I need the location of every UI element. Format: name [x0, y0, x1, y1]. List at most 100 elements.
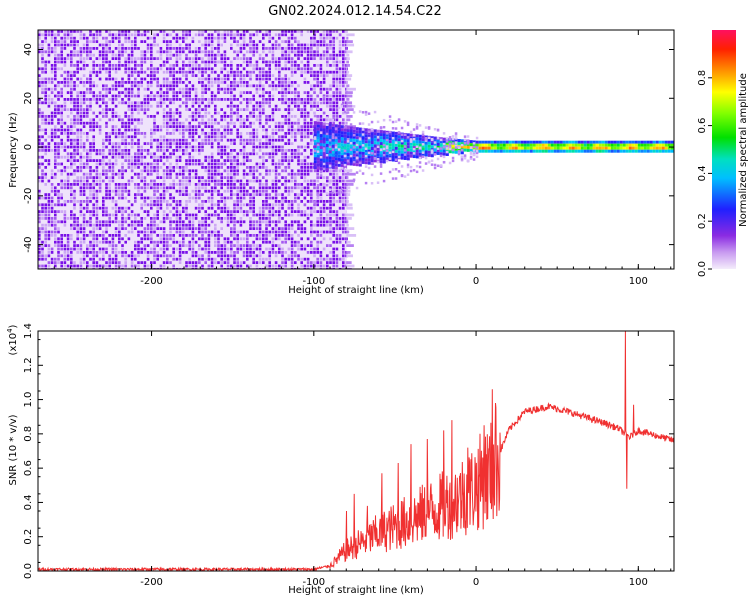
noise-cell: [150, 237, 153, 240]
noise-cell: [259, 166, 262, 169]
noise-cell: [310, 37, 313, 40]
noise-cell: [211, 166, 214, 169]
noise-cell: [201, 146, 204, 149]
noise-cell: [332, 50, 335, 53]
noise-cell: [252, 132, 255, 135]
noise-cell: [80, 258, 83, 261]
noise-cell: [233, 142, 236, 145]
noise-cell: [54, 74, 57, 77]
noise-cell: [67, 37, 70, 40]
noise-cell: [272, 37, 275, 40]
noise-cell: [316, 105, 319, 108]
noise-cell: [89, 108, 92, 111]
noise-cell: [51, 217, 54, 220]
noise-cell: [304, 125, 307, 128]
noise-cell: [249, 47, 252, 50]
noise-cell: [169, 115, 172, 118]
noise-cell: [131, 40, 134, 43]
noise-edge-cell: [346, 197, 348, 200]
noise-cell: [227, 146, 230, 149]
noise-cell: [294, 183, 297, 186]
noise-cell: [153, 95, 156, 98]
noise-cell: [288, 54, 291, 57]
noise-cell: [230, 81, 233, 84]
noise-cell: [275, 244, 278, 247]
noise-cell: [64, 71, 67, 74]
noise-cell: [182, 146, 185, 149]
noise-cell: [41, 156, 44, 159]
noise-cell: [182, 169, 185, 172]
noise-cell: [112, 115, 115, 118]
noise-cell: [128, 231, 131, 234]
signal-cell: [317, 155, 320, 158]
noise-cell: [73, 214, 76, 217]
noise-cell: [198, 231, 201, 234]
noise-cell: [89, 210, 92, 213]
noise-cell: [220, 57, 223, 60]
noise-edge-cell: [346, 261, 351, 264]
noise-cell: [243, 156, 246, 159]
noise-cell: [300, 169, 303, 172]
noise-cell: [262, 37, 265, 40]
noise-cell: [134, 81, 137, 84]
noise-cell: [121, 54, 124, 57]
noise-cell: [236, 81, 239, 84]
noise-cell: [131, 112, 134, 115]
noise-cell: [198, 193, 201, 196]
noise-cell: [86, 197, 89, 200]
noise-cell: [44, 88, 47, 91]
noise-cell: [227, 183, 230, 186]
noise-cell: [339, 115, 342, 118]
noise-cell: [320, 115, 323, 118]
noise-cell: [240, 163, 243, 166]
noise-cell: [230, 64, 233, 67]
noise-cell: [246, 125, 249, 128]
noise-cell: [208, 244, 211, 247]
noise-cell: [224, 169, 227, 172]
noise-cell: [92, 33, 95, 36]
noise-cell: [57, 149, 60, 152]
noise-cell: [249, 265, 252, 268]
noise-cell: [76, 217, 79, 220]
noise-cell: [204, 241, 207, 244]
noise-cell: [233, 261, 236, 264]
noise-cell: [297, 122, 300, 125]
noise-cell: [342, 200, 345, 203]
noise-cell: [64, 166, 67, 169]
noise-cell: [342, 176, 345, 179]
noise-cell: [51, 173, 54, 176]
noise-cell: [44, 67, 47, 70]
noise-cell: [307, 258, 310, 261]
signal-cell: [323, 153, 326, 156]
noise-cell: [89, 258, 92, 261]
noise-cell: [89, 88, 92, 91]
noise-cell: [147, 224, 150, 227]
noise-cell: [339, 207, 342, 210]
noise-cell: [64, 61, 67, 64]
noise-cell: [268, 197, 271, 200]
noise-cell: [86, 47, 89, 50]
noise-cell: [214, 163, 217, 166]
noise-cell: [102, 214, 105, 217]
noise-cell: [188, 227, 191, 230]
noise-cell: [86, 139, 89, 142]
noise-cell: [112, 112, 115, 115]
noise-cell: [99, 50, 102, 53]
noise-cell: [96, 220, 99, 223]
noise-cell: [115, 200, 118, 203]
noise-cell: [307, 54, 310, 57]
noise-cell: [41, 173, 44, 176]
noise-cell: [272, 108, 275, 111]
noise-cell: [70, 81, 73, 84]
noise-cell: [163, 163, 166, 166]
signal-cell: [317, 161, 320, 164]
noise-cell: [224, 197, 227, 200]
noise-cell: [169, 139, 172, 142]
noise-cell: [153, 115, 156, 118]
noise-edge-cell: [346, 67, 347, 70]
signal-cell: [317, 164, 320, 167]
noise-cell: [211, 139, 214, 142]
noise-cell: [323, 37, 326, 40]
noise-cell: [108, 261, 111, 264]
noise-cell: [44, 183, 47, 186]
